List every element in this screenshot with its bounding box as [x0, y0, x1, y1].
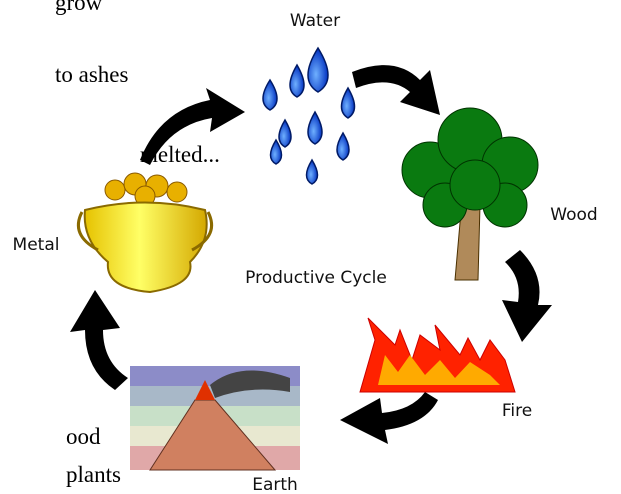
node-label: Water: [290, 11, 340, 31]
node-label: Metal: [13, 235, 60, 255]
text-fragment: to ashes: [55, 62, 129, 87]
arrow: [502, 250, 552, 342]
arrow: [70, 290, 128, 390]
metal-icon: [78, 173, 211, 292]
text-fragment: plants: [66, 462, 121, 487]
node-label: Earth: [252, 475, 298, 494]
node-label: Fire: [502, 401, 532, 421]
text-fragment: grow: [55, 0, 103, 15]
diagram: grow to ashes melted... ood plants: [0, 0, 621, 494]
earth-icon: [130, 366, 300, 470]
text-fragment: ood: [66, 424, 101, 449]
page: {"fragments": ["grow", "to ashes", "melt…: [0, 0, 621, 494]
center-label: Productive Cycle: [245, 268, 387, 288]
arrow: [340, 392, 438, 444]
water-icon: [263, 48, 355, 184]
arrow: [352, 65, 440, 115]
node-label: Wood: [550, 205, 597, 225]
